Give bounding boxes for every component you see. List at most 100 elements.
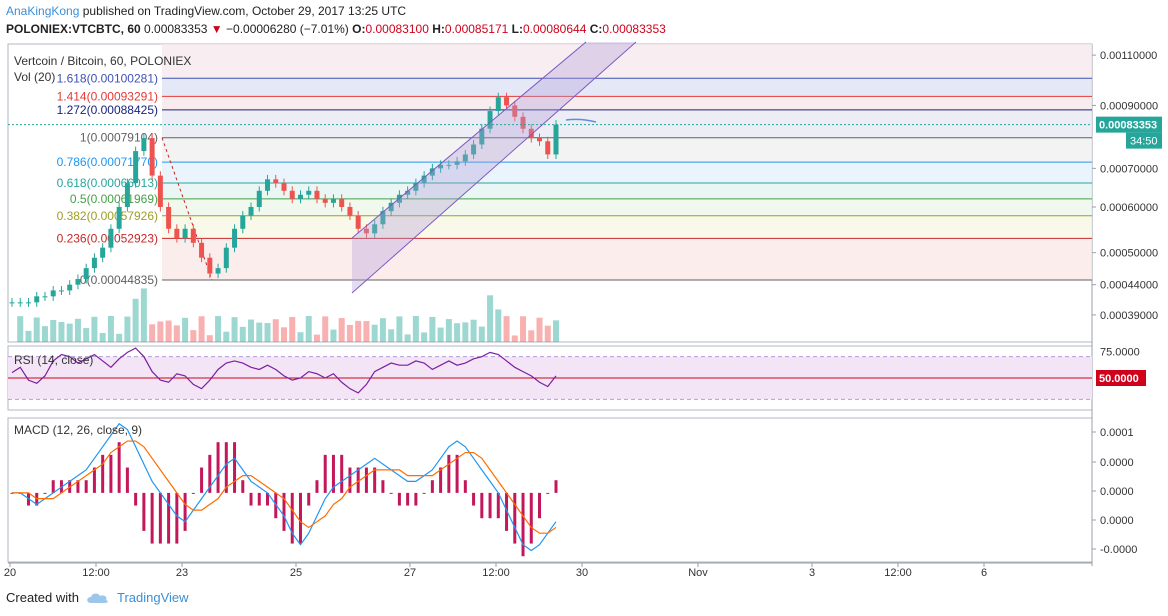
chart-title: Vertcoin / Bitcoin, 60, POLONIEX (14, 54, 191, 68)
time-tick-label: 6 (981, 567, 987, 579)
author-link[interactable]: AnaKingKong (6, 4, 80, 18)
macd-histogram-bar (224, 442, 228, 493)
time-tick-label: Nov (688, 567, 708, 579)
price-tick-label: 0.00090000 (1100, 100, 1158, 112)
fib-label: 0(0.00044835) (80, 273, 158, 287)
volume-bar (289, 317, 296, 342)
volume-bar (264, 323, 271, 342)
candle-body (528, 128, 534, 139)
channel-upper-line (351, 41, 587, 239)
macd-histogram-bar (529, 492, 533, 544)
fib-label: 0.618(0.00066013) (57, 176, 158, 190)
volume-bar (437, 327, 444, 342)
fib-label: 1(0.00079104) (80, 131, 158, 145)
candle-body (446, 164, 452, 166)
macd-histogram-bar (200, 467, 204, 493)
price-tick-label: 0.00044000 (1100, 280, 1158, 292)
volume-bar (487, 295, 494, 342)
macd-histogram-bar (150, 492, 154, 544)
volume-bar (281, 327, 287, 342)
candle-body (58, 290, 64, 292)
volume-bar (478, 326, 485, 342)
macd-tick-label: 0.0000 (1100, 515, 1134, 527)
candle-body (462, 154, 468, 162)
candle-body (149, 138, 155, 176)
macd-histogram-bar (134, 492, 138, 506)
volume-bar (215, 316, 222, 342)
header-change: −0.00006280 (−7.01%) (226, 22, 349, 36)
time-tick-label: 3 (809, 567, 815, 579)
macd-tick-label: 0.0001 (1100, 427, 1134, 439)
header-price: 0.00083353 (144, 22, 208, 36)
candle-body (157, 175, 163, 207)
macd-histogram-bar (505, 492, 509, 531)
macd-histogram-bar (414, 492, 418, 506)
last-price-label: 0.00083353 (1099, 120, 1157, 132)
candle-body (199, 242, 205, 258)
candle-body (520, 116, 526, 129)
price-tick-label: 0.00050000 (1100, 248, 1158, 260)
candle-body (174, 228, 180, 239)
candle-body (83, 268, 89, 280)
candle-body (256, 190, 262, 207)
candle-body (124, 183, 130, 207)
volume-bar (272, 319, 279, 342)
volume-bar (520, 316, 527, 342)
volume-bar (371, 324, 378, 342)
candle-body (512, 105, 518, 117)
candle-body (429, 168, 435, 176)
volume-bar (74, 318, 81, 342)
price-tick-label: 0.00110000 (1100, 50, 1157, 62)
macd-line (12, 422, 557, 552)
time-tick-label: 23 (176, 567, 188, 579)
time-tick-label: 12:00 (82, 567, 110, 579)
rsi-level-label: 50.0000 (1099, 373, 1139, 385)
macd-histogram-bar (125, 467, 129, 493)
rsi-legend: RSI (14, close) (14, 353, 93, 367)
symbol-label: POLONIEX:VTCBTC, 60 (6, 22, 141, 36)
fib-label: 1.272(0.00088425) (57, 103, 158, 117)
macd-histogram-bar (43, 492, 47, 494)
published-text: published on TradingView.com, October 29… (82, 4, 407, 18)
candle-body (438, 164, 444, 169)
candle-body (495, 97, 501, 112)
signal-line (12, 440, 557, 534)
time-tick-label: 25 (290, 567, 302, 579)
candle-body (339, 198, 345, 207)
candle-body (372, 224, 378, 234)
volume-bar (462, 322, 469, 342)
candle-body (322, 198, 328, 203)
macd-tick-label: 0.0000 (1100, 457, 1134, 469)
macd-histogram-bar (397, 492, 401, 506)
macd-histogram-bar (463, 480, 467, 493)
macd-histogram-bar (348, 467, 352, 493)
fib-label: 0.5(0.00061969) (70, 192, 158, 206)
tradingview-brand[interactable]: TradingView (116, 590, 189, 605)
l-value: 0.00080644 (522, 22, 587, 36)
macd-histogram-bar (406, 492, 410, 506)
chart-canvas[interactable]: 1.618(0.00100281) 1.414(0.00093291)1.272(… (0, 0, 1168, 580)
candle-body (75, 279, 81, 285)
candle-body (166, 206, 172, 229)
macd-histogram-bar (109, 454, 113, 493)
volume-bar (528, 330, 535, 342)
o-label: O: (352, 22, 366, 36)
price-tick-label: 0.00060000 (1100, 202, 1158, 214)
candle-body (67, 284, 73, 291)
macd-histogram-bar (323, 454, 327, 493)
candle-body (100, 247, 106, 258)
candle-body (314, 190, 320, 199)
candle-body (42, 296, 48, 298)
volume-bar (190, 330, 197, 342)
fib-trendline (161, 137, 213, 281)
channel-lower-line (351, 41, 637, 294)
macd-histogram-bar (513, 492, 517, 544)
candle-body (281, 183, 287, 191)
volume-bar (388, 329, 395, 342)
volume-bar (256, 322, 263, 342)
volume-bar (66, 323, 73, 342)
candle-body (133, 151, 139, 184)
time-tick-label: 12:00 (482, 567, 510, 579)
volume-bar (239, 326, 246, 342)
o-value: 0.00083100 (365, 22, 429, 36)
